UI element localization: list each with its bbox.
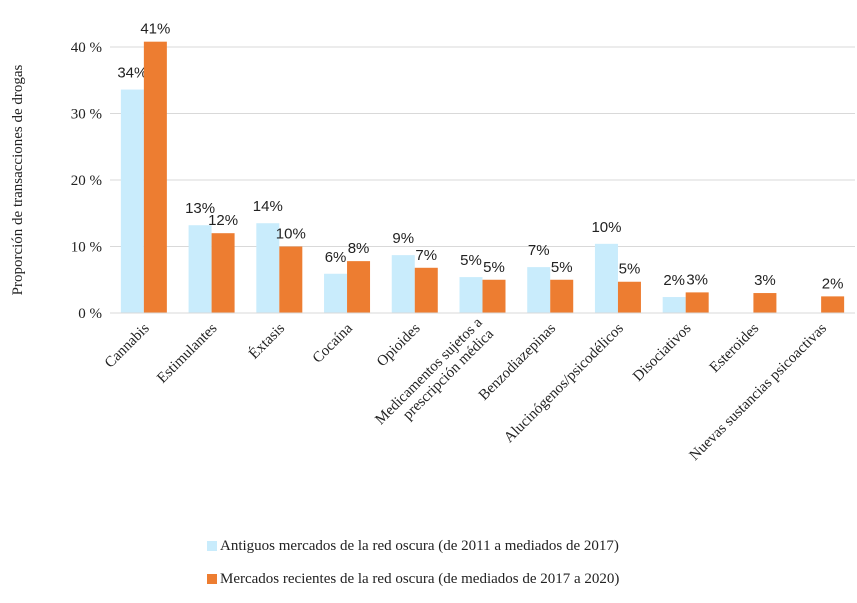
bar [821, 296, 845, 313]
y-tick-label: 0 % [78, 306, 102, 322]
bar [662, 297, 686, 313]
bar [753, 293, 777, 313]
data-label: 7% [415, 247, 437, 264]
data-label: 9% [392, 230, 414, 247]
y-tick-label: 20 % [71, 173, 102, 189]
x-tick-label: Disociativos [630, 320, 694, 384]
legend-label: Mercados recientes de la red oscura (de … [220, 571, 619, 587]
x-tick-label: Esteroides [707, 320, 763, 376]
x-tick-label: Opioides [374, 320, 424, 370]
bar [347, 261, 371, 313]
bar [391, 255, 415, 313]
data-label: 8% [348, 240, 370, 257]
bar [617, 281, 641, 313]
x-tick-label: Éxtasis [245, 320, 288, 363]
bar [414, 267, 438, 313]
bar [527, 267, 551, 313]
data-label: 3% [686, 271, 708, 288]
legend-swatch [207, 541, 217, 551]
data-label: 2% [822, 275, 844, 292]
y-axis-label: Proporción de transacciones de drogas [10, 64, 26, 295]
data-label: 6% [325, 249, 347, 266]
data-label: 10% [276, 226, 306, 243]
data-label: 3% [754, 272, 776, 289]
bar [685, 292, 709, 313]
x-tick-label: Medicamentos sujetos aprescripción médic… [372, 315, 497, 440]
bar [279, 246, 303, 313]
y-tick-label: 40 % [71, 40, 102, 56]
bar [256, 223, 280, 313]
y-tick-label: 10 % [71, 240, 102, 256]
data-label: 5% [460, 252, 482, 269]
data-label: 10% [591, 219, 621, 236]
data-label: 14% [253, 198, 283, 215]
legend-label: Antiguos mercados de la red oscura (de 2… [220, 538, 619, 554]
data-label: 12% [208, 212, 238, 229]
bar [550, 279, 574, 313]
bar [324, 273, 348, 313]
data-label: 5% [619, 261, 641, 278]
x-tick-label: Alucinógenos/psicodélicos [501, 320, 627, 446]
bar [459, 277, 483, 313]
bar [143, 41, 167, 314]
x-tick-label: Cannabis [102, 320, 153, 371]
bar [211, 233, 235, 313]
data-label: 41% [140, 21, 170, 38]
bar [482, 279, 506, 313]
legend-swatch [207, 574, 217, 584]
bar [120, 89, 144, 313]
x-tick-label: Cocaína [310, 320, 356, 366]
data-label: 5% [551, 259, 573, 276]
data-label: 7% [528, 242, 550, 259]
y-tick-label: 30 % [71, 107, 102, 123]
x-tick-label: Nuevas sustancias psicoactivas [687, 320, 830, 463]
bar [188, 225, 212, 313]
data-label: 13% [185, 200, 215, 217]
data-label: 34% [117, 65, 147, 82]
x-tick-label: Estimulantes [154, 320, 220, 386]
data-label: 5% [483, 259, 505, 276]
data-label: 2% [663, 272, 685, 289]
bar [594, 243, 618, 313]
